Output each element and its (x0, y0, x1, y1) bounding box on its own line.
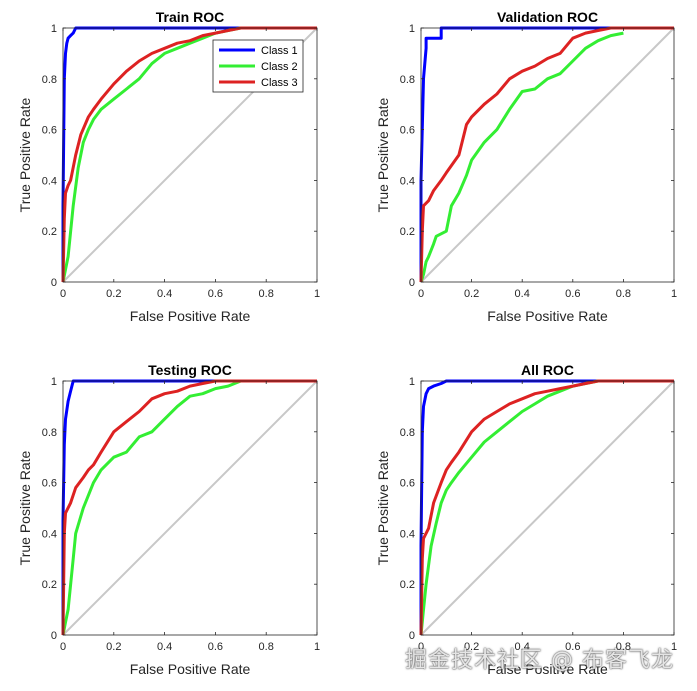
x-tick-label: 0.4 (157, 288, 172, 300)
x-axis-label: False Positive Rate (487, 661, 608, 677)
legend-label: Class 3 (261, 77, 298, 89)
x-tick-label: 0.2 (464, 288, 479, 300)
x-tick-label: 0.2 (464, 641, 479, 653)
y-tick-label: 0.8 (42, 74, 57, 86)
y-tick-label: 0.2 (42, 226, 57, 238)
x-tick-label: 0.8 (616, 641, 631, 653)
y-tick-label: 1 (51, 376, 57, 388)
x-tick-label: 0.6 (565, 288, 580, 300)
x-tick-label: 0.8 (259, 288, 274, 300)
series-line-3 (61, 379, 317, 636)
series-line-2 (61, 379, 317, 636)
chart-title: Validation ROC (497, 9, 598, 25)
x-tick-label: 1 (671, 288, 677, 300)
x-tick-label: 0.6 (565, 641, 580, 653)
diagonal-reference-line (420, 380, 675, 636)
y-tick-label: 0.2 (400, 226, 415, 238)
y-tick-label: 0 (51, 277, 57, 289)
series-line-3 (419, 26, 674, 283)
y-axis-label: True Positive Rate (17, 450, 33, 565)
y-tick-label: 0.8 (400, 74, 415, 86)
chart-title: Testing ROC (148, 362, 232, 378)
y-tick-label: 1 (51, 23, 57, 35)
x-tick-label: 0.6 (208, 288, 223, 300)
y-tick-label: 0.6 (400, 478, 415, 490)
series-line-1 (419, 379, 674, 635)
y-tick-label: 0.6 (42, 125, 57, 137)
x-axis-label: False Positive Rate (487, 308, 608, 324)
chart-panel-4: 0 0.2 0.4 0.6 0.8 1 0 0.2 0.4 0.6 0.8 1 All ROC False… (375, 362, 677, 677)
x-tick-label: 0.2 (106, 288, 121, 300)
chart-panel-1: 0 0.2 0.4 0.6 0.8 1 0 0.2 0.4 0.6 0.8 1 Train ROC Fal… (17, 9, 320, 324)
y-axis-label: True Positive Rate (17, 97, 33, 212)
y-axis-label: True Positive Rate (375, 97, 391, 212)
series-line-1 (61, 26, 317, 282)
series-line-1 (419, 26, 674, 282)
chart-title: All ROC (521, 362, 574, 378)
axes-box (62, 27, 318, 283)
y-tick-label: 0.6 (400, 125, 415, 137)
series-line-3 (61, 26, 317, 283)
y-tick-label: 0.4 (400, 175, 415, 187)
watermark: 掘金技术社区 @ 布客飞龙 (405, 648, 674, 673)
diagonal-reference-line (62, 380, 318, 636)
series-line-3 (419, 379, 674, 636)
x-tick-label: 0.4 (515, 288, 530, 300)
x-tick-label: 0 (60, 641, 66, 653)
x-tick-label: 0.2 (106, 641, 121, 653)
x-tick-label: 0.4 (157, 641, 172, 653)
y-tick-label: 0 (51, 630, 57, 642)
chart-panel-2: 0 0.2 0.4 0.6 0.8 1 0 0.2 0.4 0.6 0.8 1 Validation R… (375, 9, 677, 324)
legend-label: Class 1 (261, 45, 298, 57)
x-tick-label: 0 (60, 288, 66, 300)
y-tick-label: 0.2 (42, 579, 57, 591)
axes-box (420, 380, 675, 636)
y-tick-label: 0.4 (42, 175, 57, 187)
x-tick-label: 1 (671, 641, 677, 653)
series-line-2 (419, 31, 624, 283)
x-tick-label: 0 (418, 288, 424, 300)
y-tick-label: 0.4 (42, 528, 57, 540)
x-tick-label: 0.6 (208, 641, 223, 653)
y-tick-label: 1 (409, 376, 415, 388)
x-axis-label: False Positive Rate (130, 308, 251, 324)
x-tick-label: 1 (314, 288, 320, 300)
y-axis-label: True Positive Rate (375, 450, 391, 565)
y-tick-label: 0.4 (400, 528, 415, 540)
axes-box (420, 27, 675, 283)
y-tick-label: 0.8 (400, 427, 415, 439)
y-tick-label: 1 (409, 23, 415, 35)
x-tick-label: 0.8 (259, 641, 274, 653)
y-tick-label: 0.8 (42, 427, 57, 439)
y-tick-label: 0.6 (42, 478, 57, 490)
x-tick-label: 0.8 (616, 288, 631, 300)
legend: Class 1 Class 2 Class 3 (212, 39, 304, 93)
diagonal-reference-line (420, 27, 675, 283)
y-tick-label: 0 (409, 277, 415, 289)
y-tick-label: 0 (409, 630, 415, 642)
x-axis-label: False Positive Rate (130, 661, 251, 677)
x-tick-label: 0.4 (515, 641, 530, 653)
y-tick-label: 0.2 (400, 579, 415, 591)
chart-title: Train ROC (156, 9, 224, 25)
chart-panel-3: 0 0.2 0.4 0.6 0.8 1 0 0.2 0.4 0.6 0.8 1 Testing ROC F… (17, 362, 320, 677)
axes-box (62, 380, 318, 636)
x-tick-label: 0 (418, 641, 424, 653)
legend-label: Class 2 (261, 61, 298, 73)
x-tick-label: 1 (314, 641, 320, 653)
